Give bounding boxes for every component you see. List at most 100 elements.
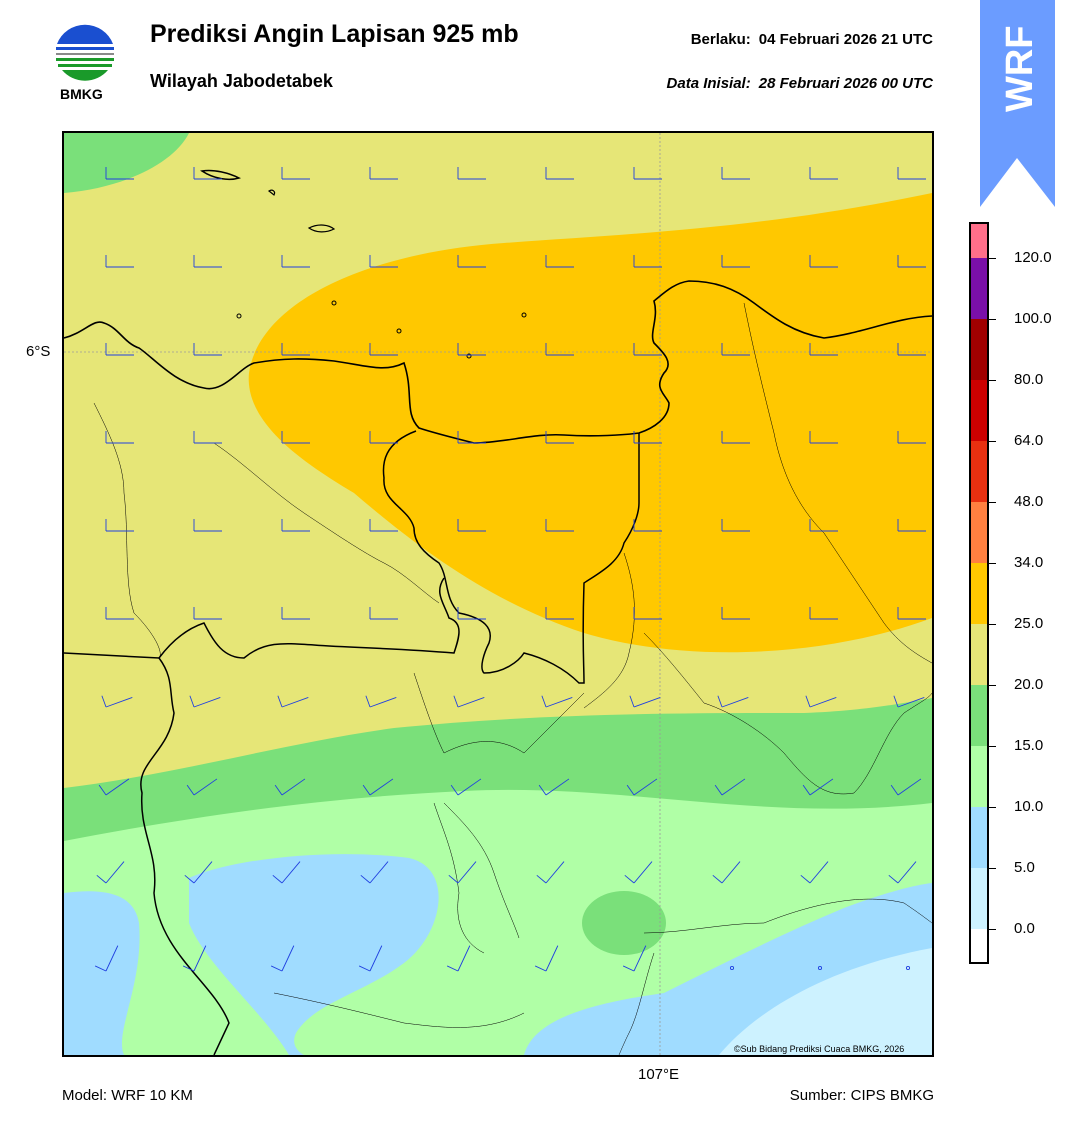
wind-map xyxy=(62,131,934,1057)
colorbar-label: 48.0 xyxy=(1014,493,1044,510)
colorbar-tick xyxy=(989,746,996,747)
region-subtitle: Wilayah Jabodetabek xyxy=(150,71,333,91)
colorbar-tick xyxy=(989,502,996,503)
wind-barb xyxy=(369,167,398,180)
wrf-badge-text: WRF xyxy=(999,25,1041,112)
contour-15-20-north xyxy=(64,133,189,193)
colorbar-tick xyxy=(989,319,996,320)
wind-barb xyxy=(193,167,222,180)
wind-barb xyxy=(457,343,486,356)
wind-barb xyxy=(545,607,574,620)
wind-barb xyxy=(193,255,222,268)
lon-label: 107°E xyxy=(638,1066,680,1083)
wind-barb xyxy=(805,695,837,708)
wind-barb xyxy=(365,695,397,708)
wind-barb xyxy=(193,343,222,356)
wind-barb xyxy=(534,945,559,972)
colorbar-tick xyxy=(989,258,996,259)
wind-barb xyxy=(633,607,662,620)
wind-barb xyxy=(457,431,486,444)
page-title: Prediksi Angin Lapisan 925 mb xyxy=(150,20,519,48)
wind-barb xyxy=(281,255,310,268)
colorbar-segment xyxy=(971,685,987,746)
wind-barb xyxy=(369,607,398,620)
colorbar-label: 34.0 xyxy=(1014,554,1044,571)
wind-barb xyxy=(622,945,647,972)
wind-barb xyxy=(94,945,119,972)
colorbar-tick xyxy=(989,624,996,625)
wind-barb xyxy=(721,607,750,620)
wind-barb xyxy=(712,861,741,884)
colorbar-segment xyxy=(971,929,987,990)
wind-barb xyxy=(186,778,218,796)
contour-15-20-patch xyxy=(582,891,666,955)
wind-barb xyxy=(633,519,662,532)
wind-barb xyxy=(545,343,574,356)
wind-barbs xyxy=(94,167,926,972)
colorbar-tick xyxy=(989,807,996,808)
colorbar-tick xyxy=(989,380,996,381)
wind-barb xyxy=(721,343,750,356)
wind-barb xyxy=(182,945,207,972)
colorbar-segment xyxy=(971,319,987,380)
wind-barb xyxy=(800,861,829,884)
wind-barb xyxy=(457,255,486,268)
wind-barb xyxy=(897,343,926,356)
wind-barb xyxy=(281,343,310,356)
wind-barb xyxy=(281,431,310,444)
wind-barb xyxy=(193,607,222,620)
source-label: Sumber: CIPS BMKG xyxy=(789,1087,934,1104)
wind-barb xyxy=(101,695,133,708)
wind-barb xyxy=(545,167,574,180)
init-time: Data Inisial: 28 Februari 2026 00 UTC xyxy=(659,75,933,92)
wind-barb xyxy=(714,778,746,796)
wind-barb xyxy=(358,945,383,972)
colorbar-label: 120.0 xyxy=(1014,249,1052,266)
coastline xyxy=(64,280,932,444)
colorbar-segment xyxy=(971,224,987,258)
wind-barb xyxy=(457,167,486,180)
colorbar xyxy=(969,222,989,990)
wind-barb xyxy=(105,255,134,268)
wind-barb xyxy=(897,431,926,444)
wind-barb xyxy=(545,255,574,268)
colorbar-segment xyxy=(971,746,987,807)
colorbar-segment xyxy=(971,441,987,502)
wind-barb xyxy=(270,945,295,972)
wind-barb xyxy=(274,778,306,796)
wind-barb xyxy=(281,167,310,180)
wind-barb xyxy=(98,778,130,796)
wind-barb xyxy=(193,519,222,532)
wind-barb xyxy=(453,695,485,708)
wind-barb xyxy=(184,861,213,884)
bmkg-logo-text: BMKG xyxy=(60,86,103,102)
wind-barb xyxy=(360,861,389,884)
init-time-value: 28 Februari 2026 00 UTC xyxy=(758,75,933,92)
wind-barb xyxy=(809,607,838,620)
wind-barb xyxy=(721,519,750,532)
wind-barb xyxy=(809,431,838,444)
wind-barb xyxy=(105,607,134,620)
colorbar-label: 25.0 xyxy=(1014,615,1044,632)
lat-label: 6°S xyxy=(26,343,51,360)
colorbar-label: 20.0 xyxy=(1014,676,1044,693)
wind-barb xyxy=(633,431,662,444)
wind-barb xyxy=(96,861,125,884)
init-label: Data Inisial: xyxy=(666,75,751,92)
wind-barb xyxy=(721,255,750,268)
contour-5-10-center xyxy=(189,854,439,1055)
wind-barb xyxy=(105,431,134,444)
wind-barb xyxy=(369,431,398,444)
wrf-badge: WRF xyxy=(980,0,1055,210)
colorbar-label: 0.0 xyxy=(1014,920,1035,937)
wind-barb xyxy=(277,695,309,708)
copyright-note: ©Sub Bidang Prediksi Cuaca BMKG, 2026 xyxy=(734,1044,905,1054)
wind-barb xyxy=(105,167,134,180)
wind-barb xyxy=(457,519,486,532)
wind-barb xyxy=(193,431,222,444)
colorbar-segment xyxy=(971,807,987,868)
colorbar-tick xyxy=(989,868,996,869)
colorbar-label: 100.0 xyxy=(1014,310,1052,327)
colorbar-label: 10.0 xyxy=(1014,798,1044,815)
wind-barb xyxy=(362,778,394,796)
